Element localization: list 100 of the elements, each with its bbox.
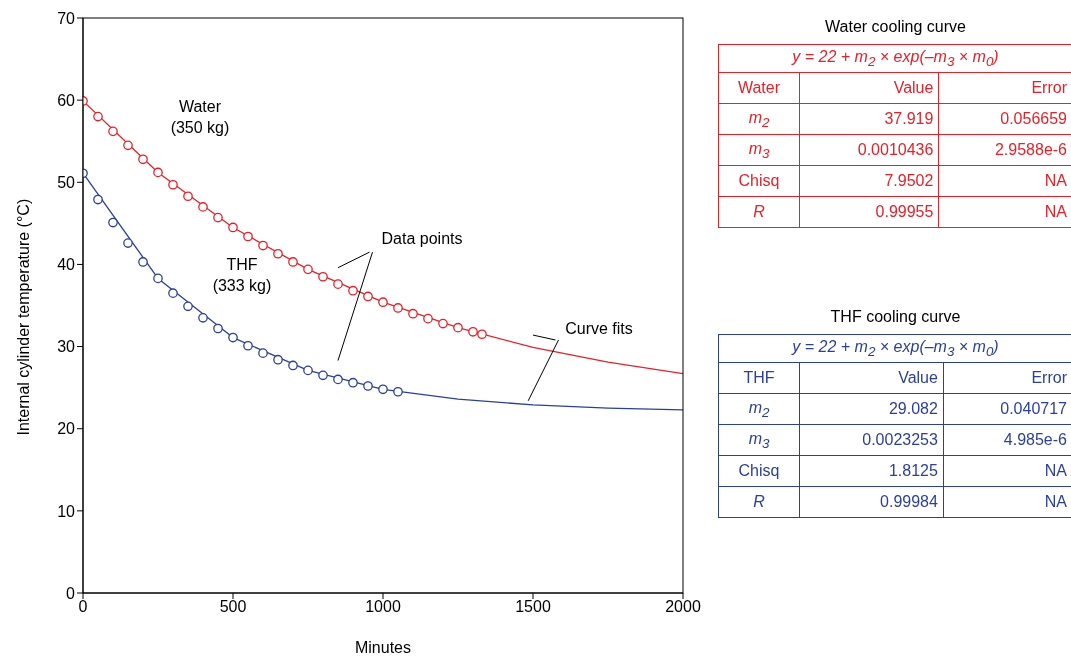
point bbox=[213, 212, 223, 223]
point bbox=[333, 374, 343, 385]
text: y = 22 + m$_{2}$ × exp(–m$_{3}$ × m$_{0}$) bbox=[718, 334, 1071, 363]
annotation: THF (333 kg) bbox=[212, 256, 272, 295]
text: Water cooling curve bbox=[824, 18, 967, 36]
text: 29.082 bbox=[799, 393, 944, 425]
text: 0.0023253 bbox=[799, 424, 944, 456]
y-tick-label: 60 bbox=[57, 91, 76, 109]
text: THF cooling curve bbox=[829, 308, 962, 326]
text: Chisq bbox=[718, 165, 800, 197]
x-axis-title: Minutes bbox=[354, 639, 412, 656]
text: m$_{2}$ bbox=[718, 103, 800, 135]
y-tick-label: 10 bbox=[57, 502, 76, 520]
point bbox=[453, 322, 463, 333]
text: NA bbox=[938, 196, 1071, 228]
point bbox=[378, 384, 388, 395]
point bbox=[138, 154, 148, 165]
y-axis-title: Internal cylinder temperature (°C) bbox=[14, 198, 32, 436]
text: m$_{3}$ bbox=[718, 424, 800, 456]
point bbox=[348, 285, 358, 296]
y-tick-label: 30 bbox=[57, 338, 76, 356]
point bbox=[288, 360, 298, 371]
point bbox=[228, 222, 238, 233]
point bbox=[93, 111, 103, 122]
point bbox=[153, 167, 163, 178]
point bbox=[288, 257, 298, 267]
text: NA bbox=[943, 486, 1071, 518]
text: NA bbox=[938, 165, 1071, 197]
point bbox=[183, 301, 193, 312]
point bbox=[348, 377, 358, 388]
x-tick-label: 0 bbox=[78, 598, 88, 616]
y-tick-label: 50 bbox=[57, 173, 76, 191]
text: Error bbox=[943, 362, 1071, 394]
point bbox=[228, 332, 238, 343]
text: m$_{2}$ bbox=[718, 393, 800, 425]
point bbox=[318, 271, 328, 282]
annotation: Water (350 kg) bbox=[170, 98, 230, 137]
text: Water bbox=[718, 72, 800, 104]
annotation: Curve fits bbox=[565, 320, 633, 338]
point bbox=[393, 303, 403, 313]
y-tick-label: 20 bbox=[57, 420, 76, 438]
y-tick-label: 0 bbox=[66, 584, 76, 602]
point bbox=[108, 217, 118, 228]
point bbox=[183, 191, 193, 202]
point bbox=[258, 240, 268, 251]
text: Value bbox=[799, 362, 944, 394]
text: 0.99984 bbox=[799, 486, 944, 518]
point bbox=[303, 365, 313, 376]
x-tick-label: 500 bbox=[219, 598, 247, 616]
x-tick-label: 1500 bbox=[515, 598, 551, 616]
y-tick-label: 70 bbox=[57, 9, 76, 27]
point bbox=[123, 238, 133, 248]
point bbox=[93, 194, 103, 205]
point bbox=[198, 202, 208, 212]
text: Error bbox=[938, 72, 1071, 104]
point bbox=[273, 354, 283, 365]
annotation: Data points bbox=[381, 229, 463, 247]
text: m$_{3}$ bbox=[718, 134, 800, 166]
text: 1.8125 bbox=[799, 455, 944, 487]
point bbox=[138, 257, 148, 267]
point bbox=[408, 308, 418, 319]
point bbox=[318, 370, 328, 381]
text: 0.99955 bbox=[799, 196, 939, 228]
text: Chisq bbox=[718, 455, 800, 487]
point bbox=[258, 348, 268, 358]
text: 37.919 bbox=[799, 103, 939, 135]
point bbox=[468, 326, 478, 337]
point bbox=[378, 297, 388, 308]
text: y = 22 + m$_{2}$ × exp(–m$_{3}$ × m$_{0}$) bbox=[718, 44, 1071, 73]
point bbox=[393, 386, 403, 397]
point bbox=[303, 264, 313, 275]
point bbox=[333, 279, 343, 289]
point bbox=[213, 323, 223, 334]
point bbox=[423, 313, 433, 324]
text: R bbox=[718, 196, 800, 228]
text: 7.9502 bbox=[799, 165, 939, 197]
x-tick-label: 1000 bbox=[365, 598, 401, 616]
point bbox=[168, 288, 178, 299]
point bbox=[243, 231, 253, 242]
text: 0.0010436 bbox=[799, 134, 939, 166]
y-tick-label: 40 bbox=[57, 256, 76, 274]
point bbox=[198, 312, 208, 323]
point bbox=[243, 340, 253, 351]
point bbox=[438, 318, 448, 329]
point bbox=[108, 126, 118, 137]
text: 0.040717 bbox=[943, 393, 1071, 425]
text: 4.985e-6 bbox=[943, 424, 1071, 456]
text: 0.056659 bbox=[938, 103, 1071, 135]
point bbox=[168, 179, 178, 190]
text: NA bbox=[943, 455, 1071, 487]
point bbox=[123, 140, 133, 151]
text: Value bbox=[799, 72, 939, 104]
point bbox=[363, 291, 373, 302]
point bbox=[363, 381, 373, 391]
text: THF bbox=[718, 362, 800, 394]
x-tick-label: 2000 bbox=[665, 598, 701, 616]
text: R bbox=[718, 486, 800, 518]
text: 2.9588e-6 bbox=[938, 134, 1071, 166]
point bbox=[477, 329, 487, 340]
point bbox=[273, 248, 283, 259]
